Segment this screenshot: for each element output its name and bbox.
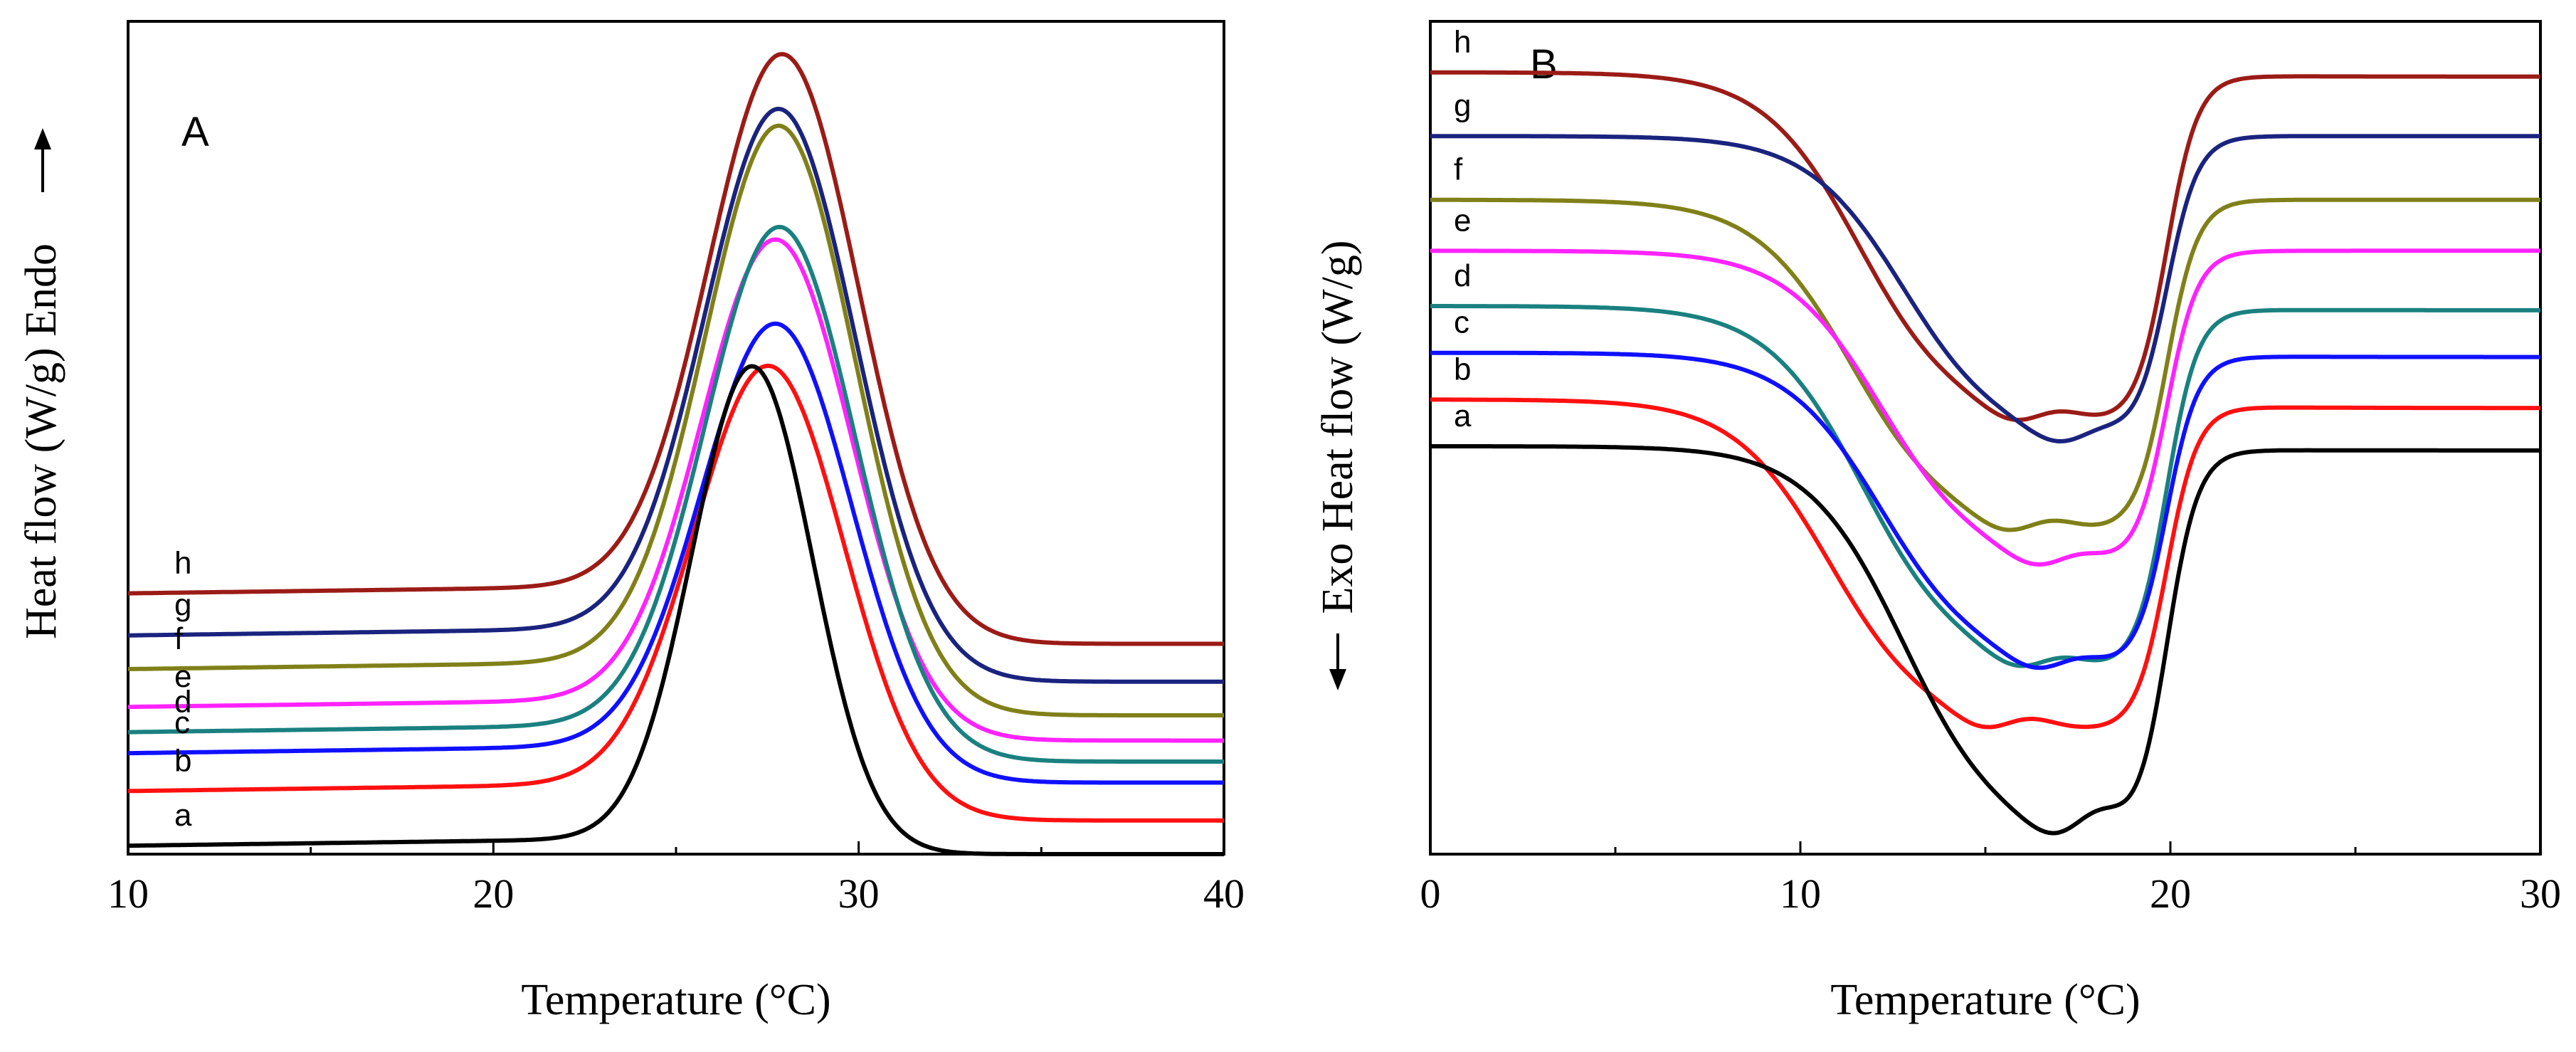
panel-b-label: B — [1530, 41, 1558, 88]
panel-b-series-b-line — [1430, 397, 2540, 730]
panel-a-series-g-line — [128, 107, 1224, 684]
panel-b-exo-arrow-head — [1329, 669, 1346, 690]
panel-a-series-d-line — [128, 224, 1224, 764]
panel-b-series-c-line — [1430, 350, 2540, 670]
panel-a-series-c-label: c — [174, 705, 190, 740]
panel-a-series-d-label: d — [174, 685, 191, 720]
panel-a-series-f-line — [128, 123, 1224, 717]
panel-a-series-c-line — [127, 321, 1224, 785]
panel-b-series-h-label: h — [1454, 25, 1471, 60]
panel-a-curves — [127, 52, 1224, 856]
panel-b-y-axis-direction: Exo — [1314, 543, 1362, 614]
panel-a-series-h-line — [128, 52, 1224, 646]
panel-a-x-ticks: 10 20 30 40 — [107, 841, 1245, 917]
panel-b-series-e-label: e — [1454, 203, 1471, 238]
panel-b-x-ticks: 0 10 20 30 — [1420, 841, 2561, 917]
panel-b-series-g-line — [1430, 134, 2540, 443]
panel-a-series-e-line — [127, 237, 1224, 743]
panel-b-y-axis-label: Heat flow (W/g) — [1314, 240, 1362, 532]
panel-b-series-b-label: b — [1454, 352, 1471, 386]
panel-b-series-g-label: g — [1454, 88, 1471, 123]
panel-b-x-tick-label: 20 — [2150, 870, 2191, 917]
panel-a-series-g-label: g — [174, 588, 191, 623]
panel-b-x-tick-label: 30 — [2520, 870, 2561, 917]
panel-b-series-c-label: c — [1454, 305, 1469, 340]
panel-b-series-e-line — [1430, 248, 2540, 567]
panel-b-frame — [1429, 20, 2542, 856]
panel-b-y-axis-title: Exo Heat flow (W/g) — [1314, 240, 1362, 614]
panel-a-x-tick-label: 30 — [838, 870, 880, 917]
panel-a-endo-arrow-head — [34, 128, 51, 149]
panel-a-series-b-label: b — [174, 743, 191, 778]
panel-b-series-h-line — [1430, 70, 2540, 422]
panel-a-x-tick-label: 40 — [1203, 870, 1245, 917]
panel-b-series-d-line — [1430, 304, 2540, 668]
panel-b-exo-arrow — [1329, 633, 1346, 690]
panel-b-x-tick-label: 10 — [1780, 870, 1821, 917]
panel-b-x-axis-title: Temperature (°C) — [1830, 976, 2140, 1024]
panel-a-x-axis-title: Temperature (°C) — [521, 976, 830, 1024]
panel-a-x-tick-label: 10 — [107, 870, 149, 917]
panel-a-series-f-label: f — [174, 621, 184, 656]
panel-a-series-b-line — [127, 363, 1224, 823]
panel-a-endo-arrow — [34, 128, 51, 192]
panel-a-x-tick-label: 20 — [473, 870, 514, 917]
panel-b-series-f-label: f — [1454, 152, 1463, 187]
panel-b-curves — [1430, 70, 2540, 836]
panel-a-y-axis-direction: Endo — [17, 243, 65, 337]
panel-b-series-a-line — [1430, 444, 2540, 836]
panel-b-series-d-label: d — [1454, 258, 1471, 293]
panel-a-label: A — [181, 109, 209, 155]
panel-a-series-a-line — [127, 364, 1224, 856]
panel-b-series-a-label: a — [1454, 399, 1472, 433]
panel-a-series-a-label: a — [174, 798, 192, 833]
panel-a-y-axis-title: Heat flow (W/g) Endo — [17, 243, 65, 639]
panel-a-series-e-label: e — [174, 659, 191, 694]
panel-a-series-h-label: h — [174, 546, 191, 581]
panel-b-x-tick-label: 0 — [1420, 870, 1441, 917]
panel-a-y-axis-label: Heat flow (W/g) — [17, 347, 65, 639]
panel-b-series-f-line — [1430, 197, 2540, 532]
